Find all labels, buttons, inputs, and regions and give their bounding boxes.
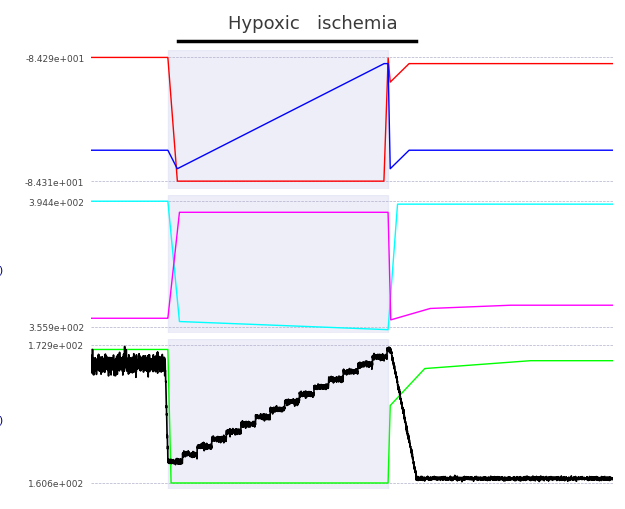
Text: Hypoxic   ischemia: Hypoxic ischemia bbox=[228, 15, 398, 33]
Bar bbox=[168, 195, 388, 333]
Y-axis label: uH
(mV): uH (mV) bbox=[0, 404, 3, 425]
Y-axis label: AF1
(mV): AF1 (mV) bbox=[0, 253, 3, 275]
Bar bbox=[168, 340, 388, 489]
Bar bbox=[168, 51, 388, 189]
